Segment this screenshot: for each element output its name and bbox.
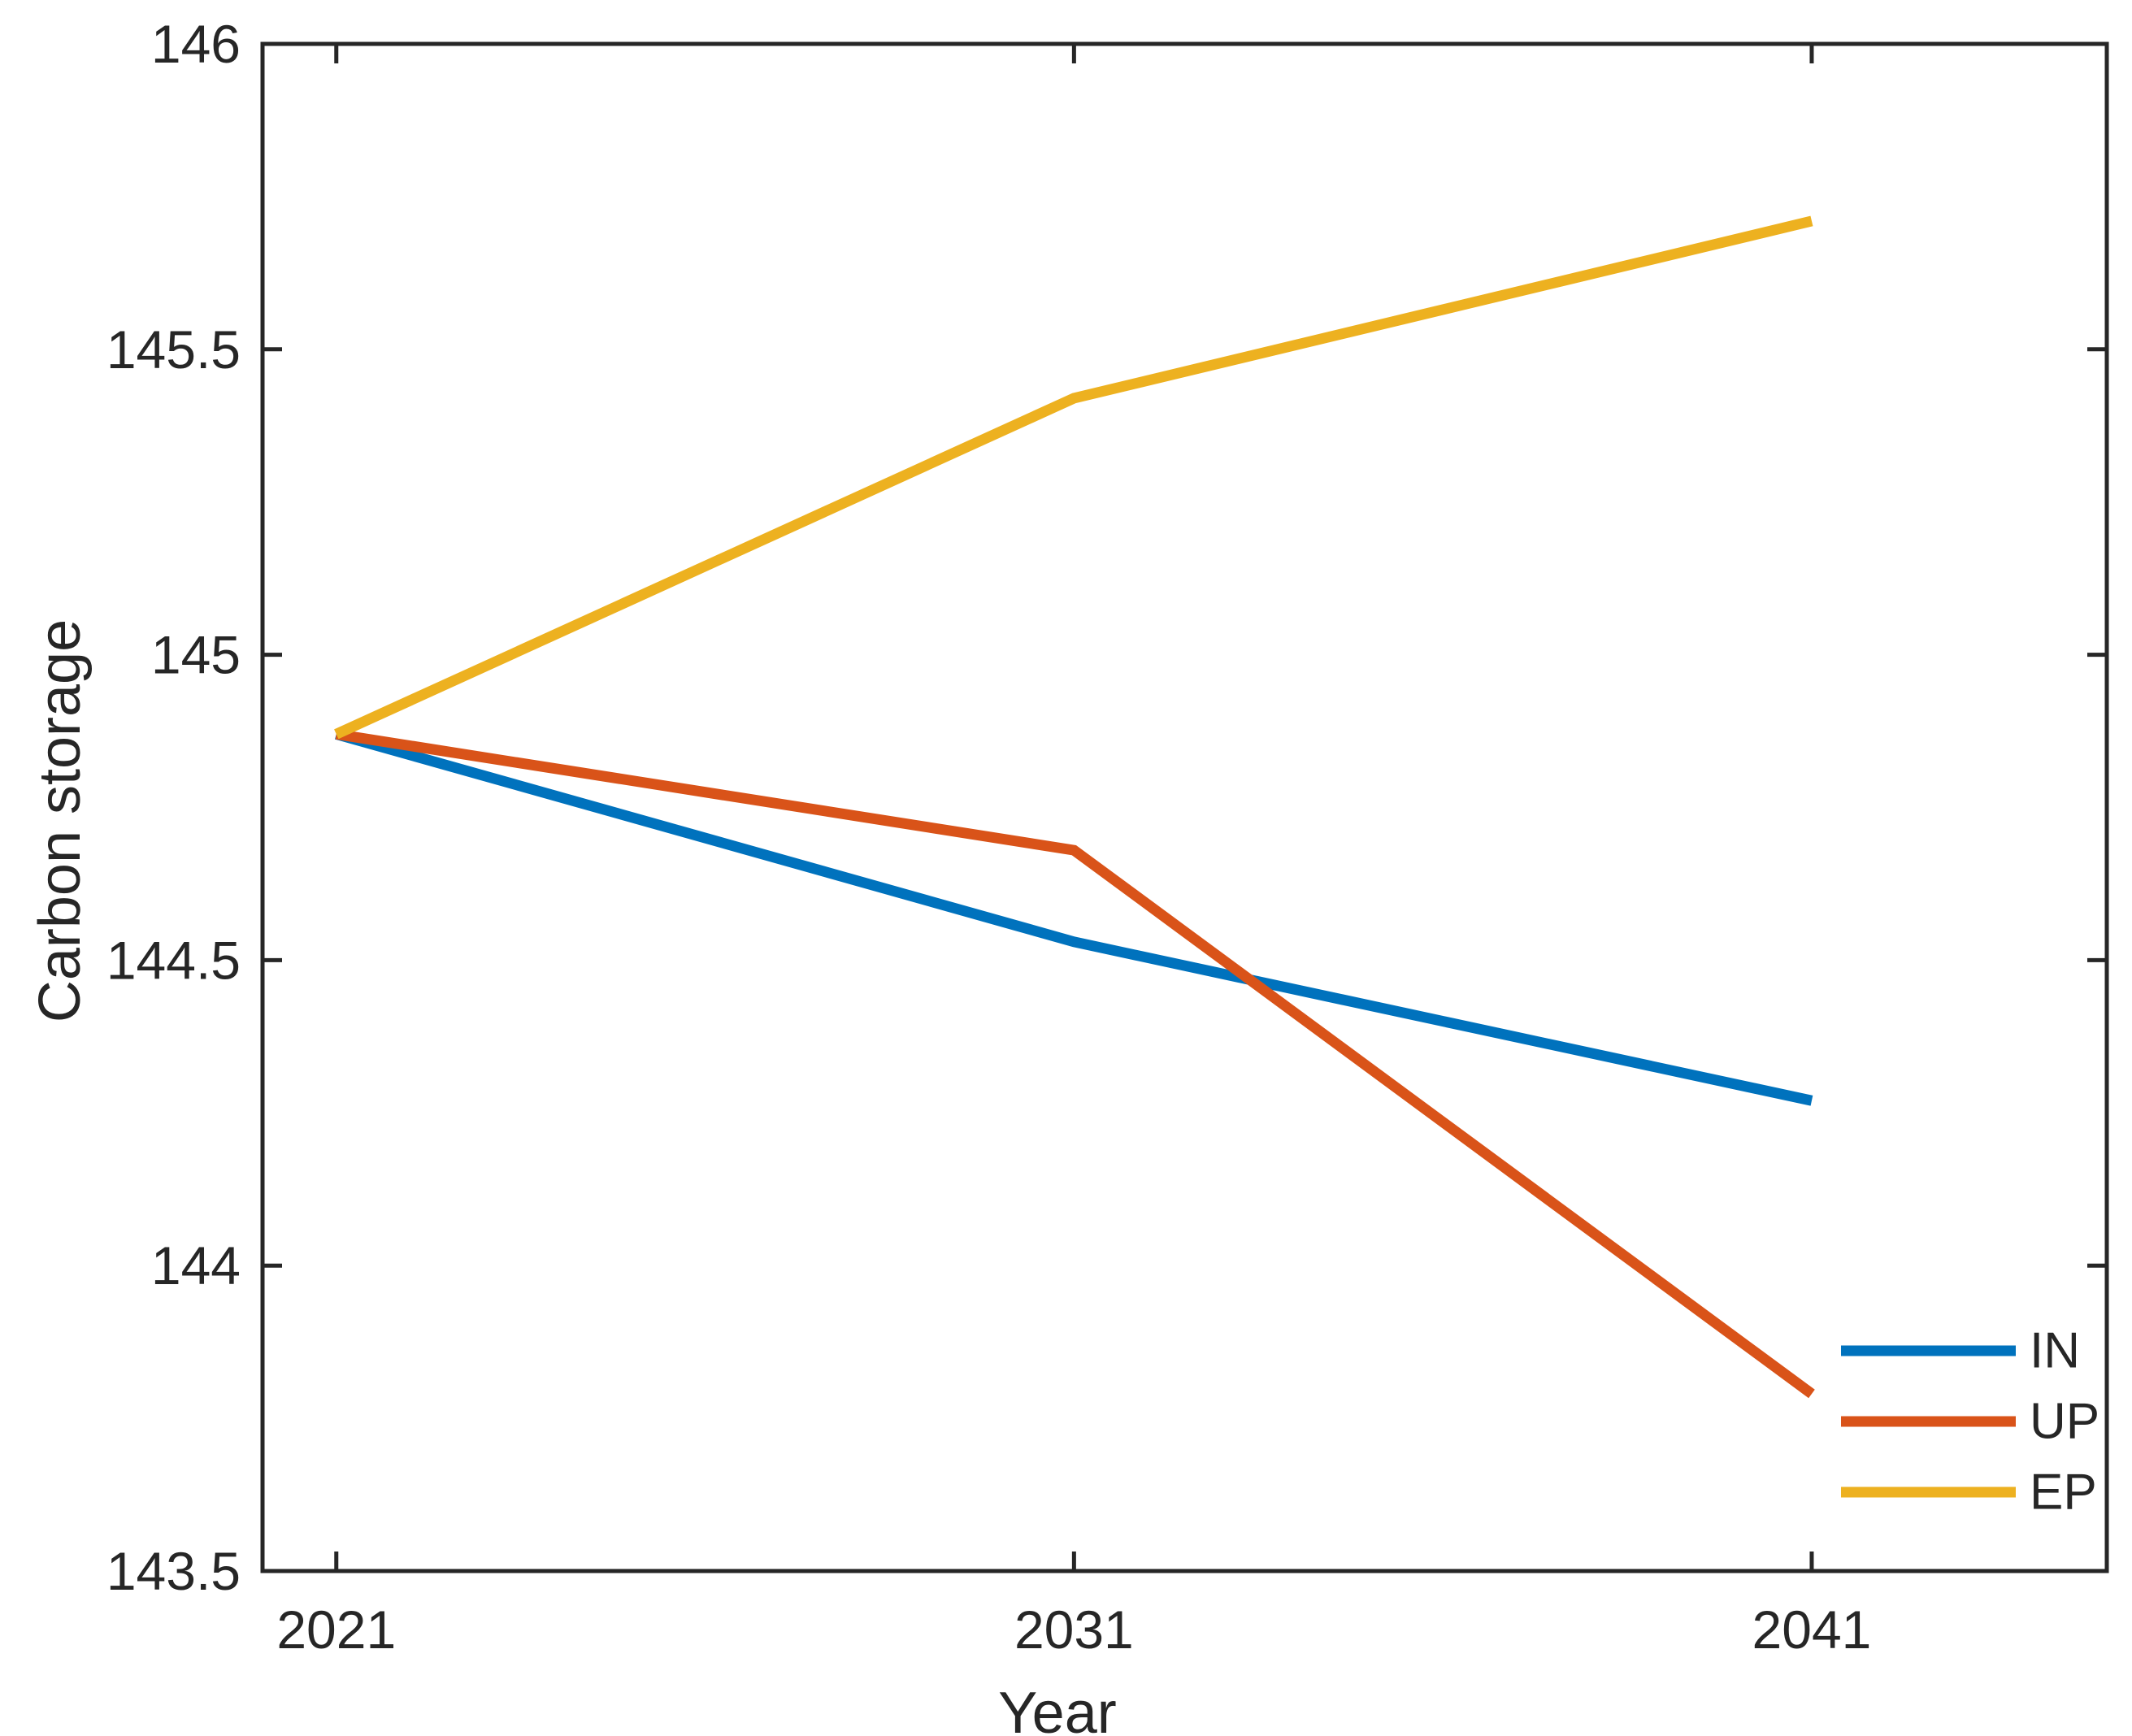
series-lines	[334, 215, 1815, 1399]
y-ticks	[263, 41, 2107, 1573]
x-tick-labels: 2021 2031 2041	[276, 1599, 1871, 1660]
series-line-in	[334, 729, 1813, 1106]
series-line-up	[335, 728, 1815, 1399]
y-tick-label-143.5: 143.5	[106, 1541, 241, 1601]
y-tick-labels: 143.5 144 144.5 145 145.5 146	[106, 14, 241, 1601]
y-axis-label: Carbon storage	[28, 619, 93, 1022]
x-tick-label-2041: 2041	[1752, 1599, 1872, 1660]
y-tick-label-144.5: 144.5	[106, 930, 241, 990]
legend-label-up: UP	[2030, 1394, 2099, 1450]
legend: IN UP EP	[1841, 1323, 2099, 1521]
legend-label-in: IN	[2030, 1323, 2080, 1379]
y-tick-label-145.5: 145.5	[106, 319, 241, 380]
plot-border-box	[260, 41, 2109, 1573]
legend-label-ep: EP	[2030, 1465, 2097, 1521]
x-axis-label: Year	[998, 1681, 1116, 1736]
y-tick-label-145: 145	[151, 625, 241, 685]
series-line-ep	[334, 215, 1813, 740]
y-tick-label-144: 144	[151, 1235, 241, 1295]
x-ticks	[334, 44, 1814, 1571]
x-tick-label-2031: 2031	[1014, 1599, 1134, 1660]
y-tick-label-146: 146	[151, 14, 241, 74]
x-tick-label-2021: 2021	[276, 1599, 396, 1660]
